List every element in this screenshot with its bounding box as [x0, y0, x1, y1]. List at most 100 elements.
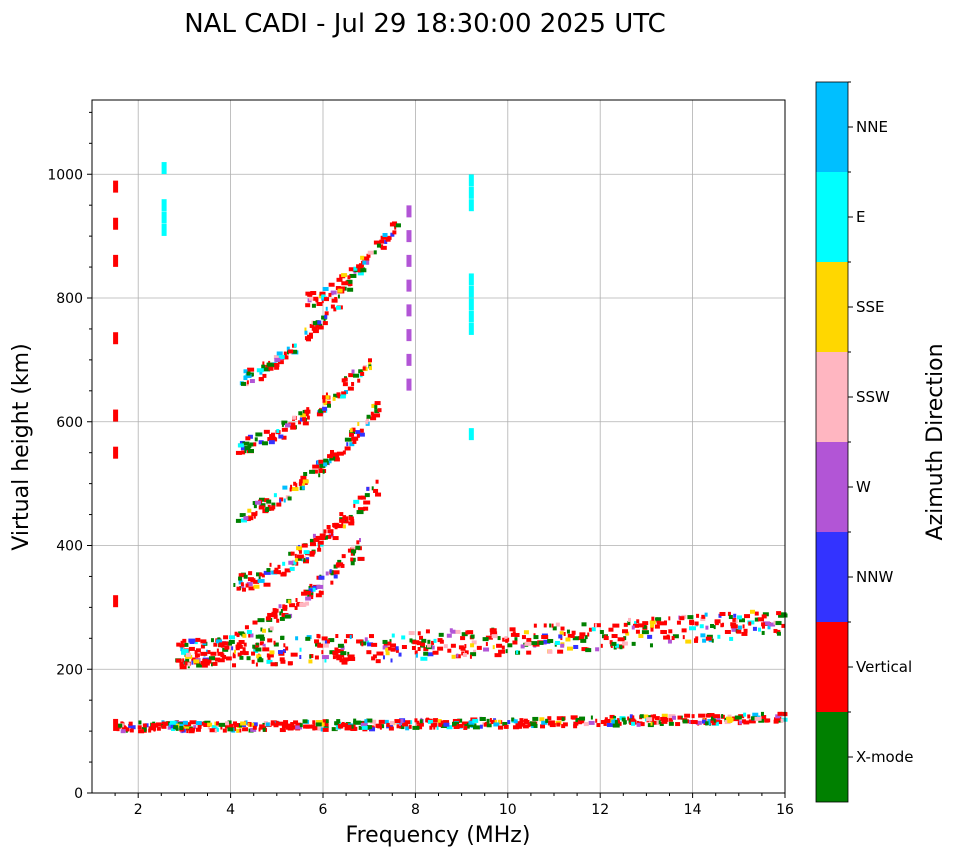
echo-mark: [343, 515, 347, 520]
echo-mark: [350, 557, 356, 562]
echo-mark: [235, 646, 240, 651]
echo-mark: [642, 624, 647, 629]
echo-mark: [326, 403, 331, 408]
echo-mark: [714, 621, 719, 626]
echo-mark: [208, 656, 215, 661]
echo-mark: [417, 631, 421, 636]
echo-mark: [404, 720, 411, 725]
echo-mark: [416, 720, 420, 725]
echo-mark: [556, 722, 561, 727]
echo-mark: [433, 718, 439, 723]
echo-mark: [333, 457, 340, 462]
echo-mark: [748, 719, 756, 724]
echo-mark: [276, 351, 283, 356]
echo-mark: [148, 726, 154, 731]
echo-mark: [128, 721, 133, 726]
echo-mark: [572, 636, 579, 641]
echo-mark: [358, 369, 364, 374]
echo-mark: [293, 481, 297, 486]
echo-mark: [365, 420, 369, 425]
echo-mark: [483, 647, 490, 652]
echo-mark: [399, 721, 403, 726]
echo-mark: [695, 636, 699, 641]
echo-mark: [142, 723, 147, 728]
echo-mark: [662, 716, 665, 721]
echo-mark: [701, 719, 706, 724]
echo-mark: [330, 452, 337, 457]
echo-mark: [527, 723, 531, 728]
echo-mark: [596, 723, 601, 728]
echo-mark: [384, 239, 388, 244]
echo-mark: [242, 633, 247, 638]
echo-mark: [210, 651, 217, 656]
echo-mark: [758, 627, 762, 632]
echo-mark: [659, 721, 664, 726]
echo-mark: [179, 723, 184, 728]
echo-mark: [388, 641, 392, 646]
y-tick-label: 0: [74, 786, 83, 802]
echo-mark: [512, 640, 518, 645]
echo-mark: [498, 649, 506, 654]
colorbar-segment: [816, 172, 848, 262]
echo-mark: [507, 720, 511, 725]
echo-mark: [298, 420, 302, 425]
echo-mark: [472, 718, 479, 723]
echo-mark: [243, 642, 247, 647]
echo-mark: [775, 621, 782, 626]
echo-mark: [584, 635, 588, 640]
echo-mark: [497, 636, 501, 641]
echo-mark: [333, 574, 338, 579]
echo-mark: [295, 483, 298, 488]
echo-mark: [355, 720, 362, 725]
echo-mark: [611, 719, 618, 724]
y-tick-label: 200: [56, 662, 83, 678]
echo-mark: [263, 570, 271, 575]
echo-mark: [278, 604, 282, 609]
echo-mark: [744, 614, 751, 619]
echo-mark: [200, 639, 207, 644]
echo-mark: [417, 647, 421, 652]
echo-mark: [632, 715, 635, 720]
echo-mark: [467, 630, 474, 635]
colorbar-segment: [816, 442, 848, 532]
echo-mark: [663, 635, 671, 640]
echo-mark: [635, 629, 640, 634]
echo-mark: [284, 423, 291, 428]
echo-mark: [255, 432, 263, 437]
echo-mark: [311, 303, 316, 308]
echo-mark: [689, 619, 695, 624]
echo-mark: [170, 724, 176, 729]
echo-mark: [176, 642, 181, 647]
echo-mark: [321, 650, 324, 655]
echo-mark: [287, 599, 291, 604]
echo-mark: [246, 582, 253, 587]
echo-mark: [438, 632, 444, 637]
echo-column-mark: [406, 304, 412, 317]
echo-mark: [234, 631, 238, 636]
echo-mark: [680, 715, 683, 720]
echo-mark: [505, 649, 508, 654]
echo-mark: [619, 645, 623, 650]
echo-mark: [342, 450, 346, 455]
echo-mark: [519, 722, 526, 727]
echo-column-mark: [468, 298, 474, 311]
echo-mark: [295, 722, 302, 727]
echo-mark: [373, 413, 381, 418]
echo-mark: [167, 725, 172, 730]
echo-mark: [471, 640, 477, 645]
echo-mark: [299, 417, 304, 422]
echo-mark: [220, 725, 223, 730]
echo-mark: [382, 645, 388, 650]
echo-mark: [269, 434, 276, 439]
echo-mark: [333, 393, 340, 398]
echo-mark: [280, 572, 287, 577]
echo-mark: [533, 723, 538, 728]
echo-mark: [242, 647, 246, 652]
echo-mark: [295, 636, 299, 641]
echo-mark: [259, 724, 266, 729]
echo-mark: [195, 648, 201, 653]
echo-mark: [216, 648, 219, 653]
echo-mark: [588, 627, 592, 632]
echo-mark: [194, 653, 200, 658]
echo-mark: [322, 469, 325, 474]
